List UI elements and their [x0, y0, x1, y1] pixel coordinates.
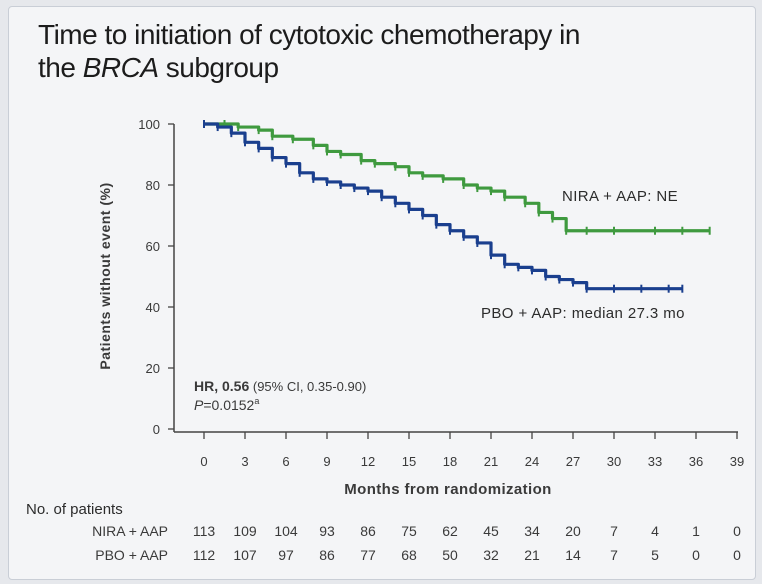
risk-value: 7 — [610, 523, 618, 539]
x-tick-label: 0 — [200, 454, 207, 469]
x-tick-label: 27 — [566, 454, 580, 469]
risk-value: 0 — [692, 547, 700, 563]
hr-annotation: HR, 0.56 (95% CI, 0.35-0.90) — [194, 378, 366, 394]
risk-value: 50 — [442, 547, 458, 563]
x-tick-label: 9 — [323, 454, 330, 469]
risk-value: 109 — [233, 523, 257, 539]
risk-value: 4 — [651, 523, 659, 539]
risk-row-label-nira: NIRA + AAP — [92, 523, 168, 539]
risk-value: 34 — [524, 523, 540, 539]
x-tick-label: 12 — [361, 454, 375, 469]
risk-value: 86 — [319, 547, 335, 563]
p-superscript: a — [254, 396, 259, 406]
risk-value: 32 — [483, 547, 499, 563]
x-tick-label: 15 — [402, 454, 416, 469]
x-tick-label: 39 — [730, 454, 744, 469]
risk-value: 21 — [524, 547, 540, 563]
p-value-annotation: P=0.0152a — [194, 396, 259, 413]
title-line-1: Time to initiation of cytotoxic chemothe… — [38, 19, 580, 50]
y-tick-label: 20 — [146, 361, 160, 376]
y-tick-label: 60 — [146, 239, 160, 254]
x-tick-label: 18 — [443, 454, 457, 469]
risk-value: 62 — [442, 523, 458, 539]
risk-row-label-pbo: PBO + AAP — [95, 547, 168, 563]
x-tick-label: 21 — [484, 454, 498, 469]
risk-value: 7 — [610, 547, 618, 563]
chart-card — [8, 6, 756, 580]
y-axis-label: Patients without event (%) — [97, 182, 113, 369]
series-layer — [203, 120, 711, 293]
x-tick-label: 3 — [241, 454, 248, 469]
chart-title: Time to initiation of cytotoxic chemothe… — [38, 18, 738, 84]
x-tick-label: 6 — [282, 454, 289, 469]
title-line-2-prefix: the — [38, 52, 83, 83]
risk-value: 77 — [360, 547, 376, 563]
risk-value: 0 — [733, 523, 741, 539]
risk-value: 1 — [692, 523, 700, 539]
p-value: =0.0152 — [203, 397, 254, 413]
risk-value: 45 — [483, 523, 499, 539]
risk-value: 14 — [565, 547, 581, 563]
risk-value: 104 — [274, 523, 298, 539]
x-ticks: 0 3 6 9 12 15 18 21 24 27 30 33 36 39 — [200, 432, 744, 469]
y-tick-label: 100 — [138, 117, 160, 132]
risk-value: 68 — [401, 547, 417, 563]
series-label-pbo: PBO + AAP: median 27.3 mo — [481, 305, 685, 322]
series-line-nira — [204, 122, 710, 233]
x-tick-label: 24 — [525, 454, 539, 469]
title-line-2-italic: BRCA — [82, 52, 159, 83]
risk-value: 20 — [565, 523, 581, 539]
series-label-nira: NIRA + AAP: NE — [562, 188, 678, 205]
x-axis-label: Months from randomization — [344, 481, 552, 498]
y-tick-label: 40 — [146, 300, 160, 315]
series-line-pbo — [204, 122, 683, 291]
risk-value: 112 — [193, 547, 216, 563]
x-tick-label: 33 — [648, 454, 662, 469]
hr-label: HR, 0.56 — [194, 378, 249, 394]
y-tick-label: 0 — [153, 422, 160, 437]
y-ticks: 0 20 40 60 80 100 — [138, 117, 174, 437]
title-line-2-suffix: subgroup — [158, 52, 279, 83]
risk-value: 75 — [401, 523, 417, 539]
y-tick-label: 80 — [146, 178, 160, 193]
risk-value: 5 — [651, 547, 659, 563]
risk-value: 113 — [193, 523, 216, 539]
risk-value: 97 — [278, 547, 294, 563]
x-tick-label: 36 — [689, 454, 703, 469]
risk-value: 93 — [319, 523, 335, 539]
risk-value: 0 — [733, 547, 741, 563]
risk-value: 86 — [360, 523, 376, 539]
risk-value: 107 — [233, 547, 257, 563]
p-italic: P — [194, 397, 204, 413]
risk-table-header: No. of patients — [26, 501, 123, 518]
hr-ci: (95% CI, 0.35-0.90) — [249, 379, 366, 394]
x-tick-label: 30 — [607, 454, 621, 469]
